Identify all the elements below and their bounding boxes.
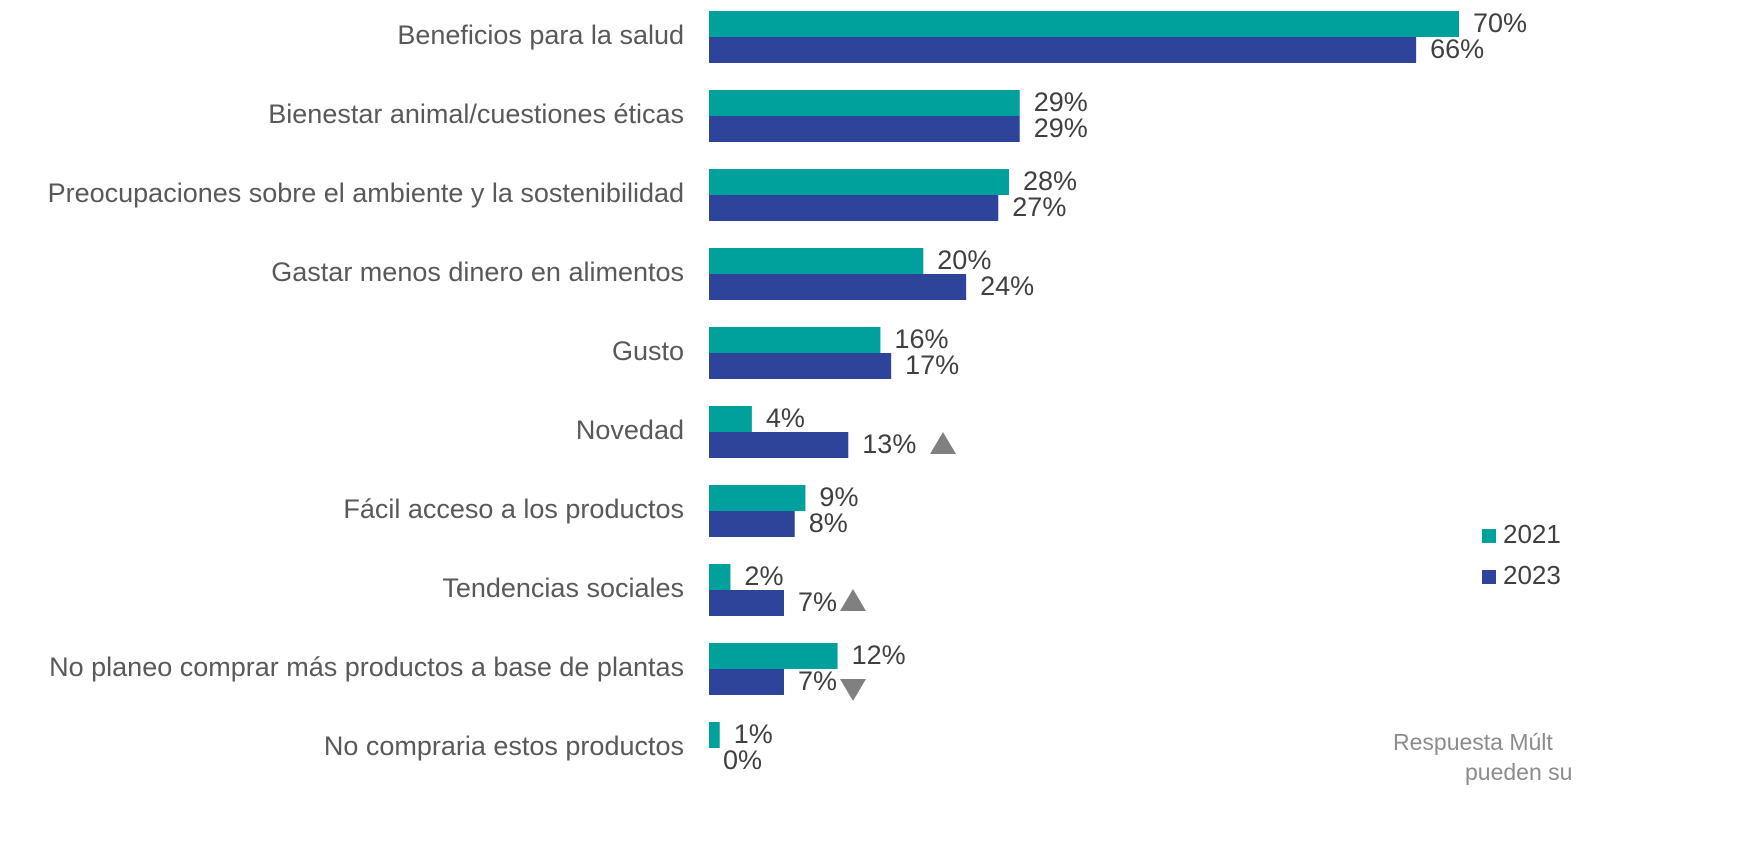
bar — [709, 353, 892, 379]
category-label: No planeo comprar más productos a base d… — [49, 652, 684, 682]
legend-swatch — [1482, 529, 1496, 543]
value-label: 7% — [798, 587, 837, 617]
value-label: 24% — [980, 271, 1034, 301]
increase-marker — [840, 589, 866, 611]
value-label: 66% — [1430, 34, 1484, 64]
value-label: 16% — [894, 324, 948, 354]
legend-label: 2021 — [1503, 519, 1561, 549]
bar — [709, 327, 881, 353]
bar — [709, 432, 849, 458]
value-label: 20% — [937, 245, 991, 275]
value-label: 1% — [734, 719, 773, 749]
value-label: 13% — [862, 429, 916, 459]
value-label: 7% — [798, 666, 837, 696]
value-label: 9% — [819, 482, 858, 512]
value-label: 28% — [1023, 166, 1077, 196]
bar — [709, 11, 1459, 37]
bar — [709, 169, 1009, 195]
category-label: Tendencias sociales — [442, 573, 684, 603]
value-label: 70% — [1473, 8, 1527, 38]
category-label: Preocupaciones sobre el ambiente y la so… — [48, 178, 684, 208]
annotation: pueden su — [1465, 759, 1572, 785]
bar — [709, 274, 967, 300]
value-label: 29% — [1034, 113, 1088, 143]
legend-swatch — [1482, 570, 1496, 584]
value-label: 27% — [1012, 192, 1066, 222]
value-label: 12% — [852, 640, 906, 670]
bar — [709, 116, 1020, 142]
value-label: 17% — [905, 350, 959, 380]
category-label: Gusto — [612, 336, 684, 366]
category-label: No compraria estos productos — [324, 731, 684, 761]
bar — [709, 90, 1020, 116]
bar — [709, 643, 838, 669]
bar — [709, 564, 731, 590]
category-label: Fácil acceso a los productos — [343, 494, 684, 524]
bar — [709, 485, 806, 511]
category-label: Bienestar animal/cuestiones éticas — [268, 99, 684, 129]
increase-marker — [930, 432, 956, 454]
value-label: 0% — [723, 745, 762, 775]
bar — [709, 590, 784, 616]
bar — [709, 195, 999, 221]
legend-label: 2023 — [1503, 560, 1561, 590]
value-label: 4% — [766, 403, 805, 433]
category-label: Novedad — [576, 415, 684, 445]
decrease-marker — [840, 679, 866, 701]
bar — [709, 37, 1417, 63]
category-label: Beneficios para la salud — [397, 20, 684, 50]
bar — [709, 722, 720, 748]
value-label: 2% — [744, 561, 783, 591]
value-label: 8% — [809, 508, 848, 538]
category-label: Gastar menos dinero en alimentos — [271, 257, 684, 287]
annotation: Respuesta Múlt — [1393, 729, 1553, 755]
bar — [709, 511, 795, 537]
bar — [709, 248, 924, 274]
bar — [709, 669, 784, 695]
value-label: 29% — [1034, 87, 1088, 117]
bar — [709, 406, 752, 432]
